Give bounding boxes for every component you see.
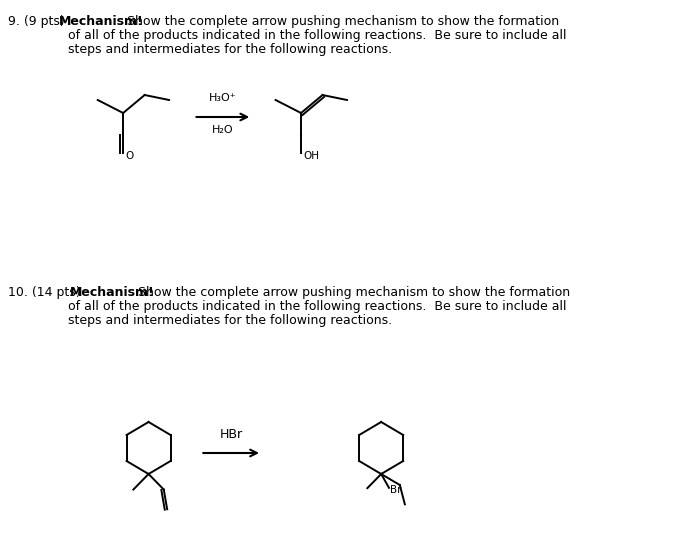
Text: steps and intermediates for the following reactions.: steps and intermediates for the followin… [69, 43, 392, 56]
Text: Show the complete arrow pushing mechanism to show the formation: Show the complete arrow pushing mechanis… [130, 286, 570, 299]
Text: OH: OH [303, 151, 319, 161]
Text: H₂O: H₂O [212, 125, 234, 135]
Text: HBr: HBr [220, 428, 243, 441]
Text: H₃O⁺: H₃O⁺ [209, 93, 236, 103]
Text: O: O [125, 151, 133, 161]
Text: Mechanism!: Mechanism! [69, 286, 154, 299]
Text: Br: Br [390, 485, 401, 495]
Text: steps and intermediates for the following reactions.: steps and intermediates for the followin… [69, 314, 392, 327]
Text: 9. (9 pts): 9. (9 pts) [8, 15, 69, 28]
Text: of all of the products indicated in the following reactions.  Be sure to include: of all of the products indicated in the … [69, 300, 567, 313]
Text: 10. (14 pts): 10. (14 pts) [8, 286, 85, 299]
Text: Show the complete arrow pushing mechanism to show the formation: Show the complete arrow pushing mechanis… [119, 15, 559, 28]
Text: of all of the products indicated in the following reactions.  Be sure to include: of all of the products indicated in the … [69, 29, 567, 42]
Text: Mechanism!: Mechanism! [59, 15, 143, 28]
